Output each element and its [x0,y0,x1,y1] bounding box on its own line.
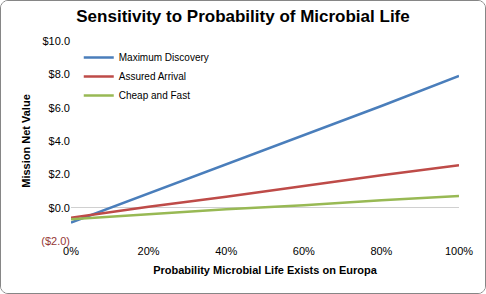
svg-text:$6.0: $6.0 [49,102,70,114]
svg-text:$8.0: $8.0 [49,68,70,80]
svg-text:Probability Microbial Life Exi: Probability Microbial Life Exists on Eur… [153,264,378,276]
svg-text:Mission Net Value: Mission Net Value [20,94,32,188]
svg-text:60%: 60% [293,245,315,257]
svg-text:($2.0): ($2.0) [41,235,70,247]
svg-text:20%: 20% [138,245,160,257]
svg-text:$10.0: $10.0 [42,35,70,47]
svg-text:Maximum Discovery: Maximum Discovery [119,52,209,63]
svg-text:0%: 0% [63,245,79,257]
svg-text:80%: 80% [370,245,392,257]
svg-text:Sensitivity to Probability of: Sensitivity to Probability of Microbial … [76,7,409,26]
svg-text:$0.0: $0.0 [49,202,70,214]
svg-text:Cheap and Fast: Cheap and Fast [119,90,190,101]
svg-text:Assured Arrival: Assured Arrival [119,71,186,82]
svg-text:100%: 100% [445,245,473,257]
svg-text:$2.0: $2.0 [49,168,70,180]
svg-text:40%: 40% [215,245,237,257]
svg-text:$4.0: $4.0 [49,135,70,147]
